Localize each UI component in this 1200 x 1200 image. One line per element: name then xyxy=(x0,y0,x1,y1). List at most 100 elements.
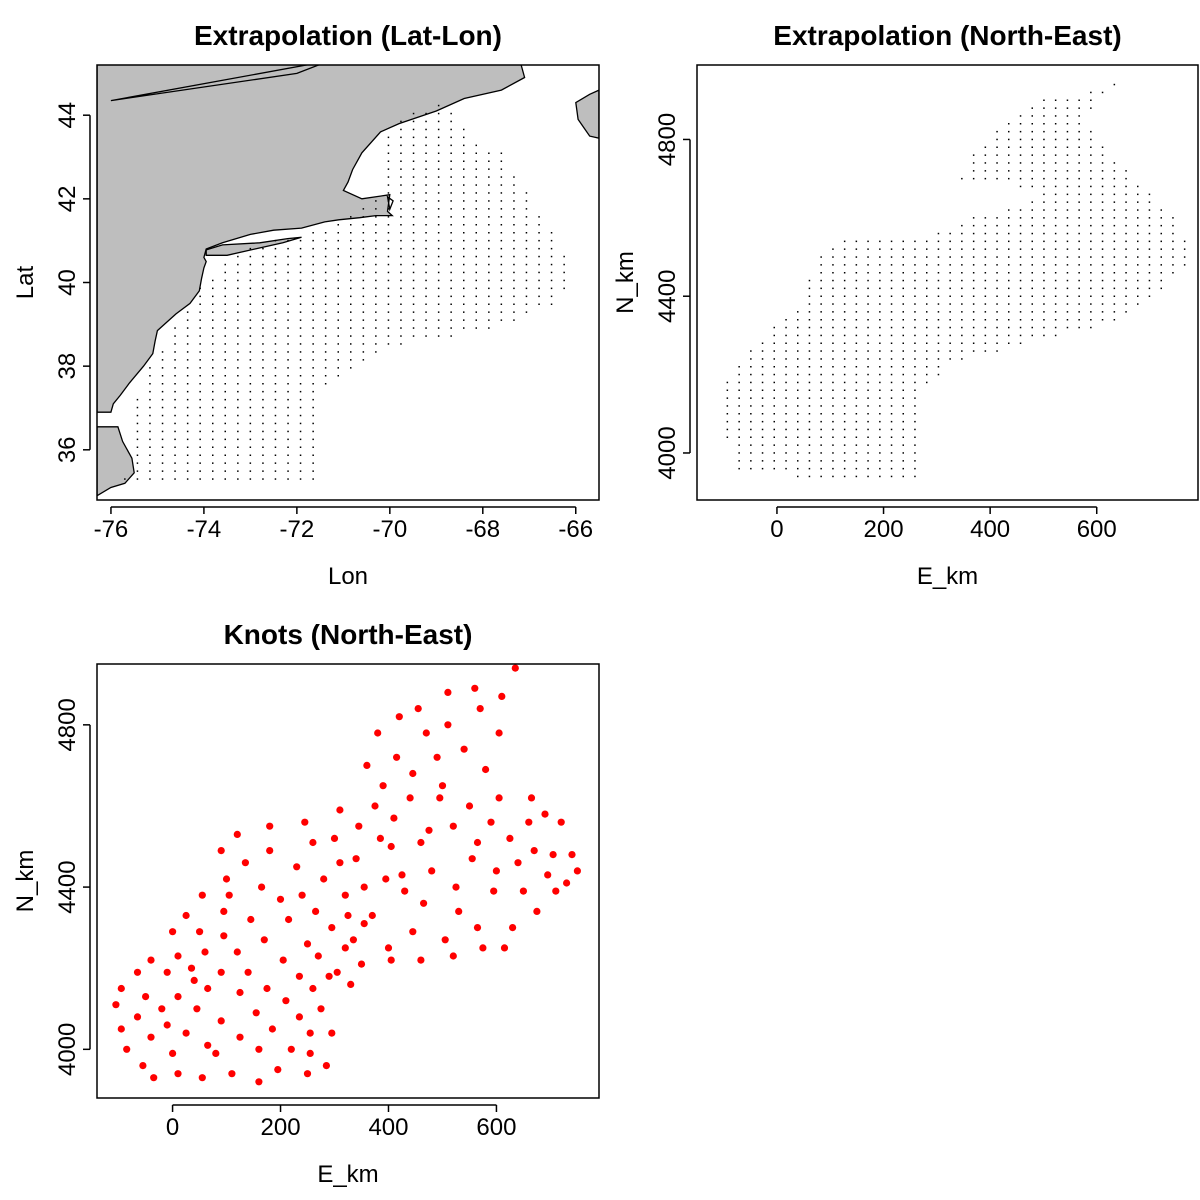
data-point xyxy=(1101,240,1104,243)
data-point xyxy=(832,460,834,462)
data-point xyxy=(375,303,377,305)
data-point xyxy=(573,867,582,875)
data-point xyxy=(212,343,214,345)
data-point xyxy=(498,692,506,701)
data-point xyxy=(1066,209,1069,211)
data-point xyxy=(1148,295,1151,297)
data-point xyxy=(337,351,339,353)
data-point xyxy=(412,279,415,282)
data-point xyxy=(902,287,904,290)
data-point xyxy=(832,452,834,454)
data-point xyxy=(249,359,252,361)
data-point xyxy=(1137,295,1139,297)
data-point xyxy=(867,295,869,297)
data-point xyxy=(538,287,540,290)
data-point xyxy=(437,311,440,313)
data-point xyxy=(832,373,834,376)
data-point xyxy=(262,470,264,472)
data-point xyxy=(785,444,787,446)
data-point xyxy=(961,177,963,180)
data-point xyxy=(843,413,846,415)
x-tick-label: 400 xyxy=(368,1114,408,1141)
data-point xyxy=(299,239,302,242)
data-point xyxy=(479,944,487,952)
data-point xyxy=(262,311,264,313)
data-point xyxy=(1101,264,1104,266)
data-point xyxy=(1101,217,1104,219)
data-point xyxy=(832,389,834,391)
data-point xyxy=(750,460,752,462)
data-point xyxy=(450,303,452,305)
data-point xyxy=(328,1029,336,1037)
data-point xyxy=(761,342,764,344)
data-point xyxy=(726,389,729,391)
data-point xyxy=(1101,295,1104,297)
data-point xyxy=(1043,138,1045,141)
data-point xyxy=(149,478,151,480)
data-point xyxy=(249,383,252,385)
data-point xyxy=(1090,107,1092,109)
data-point xyxy=(412,263,415,266)
data-point xyxy=(400,327,402,329)
data-point xyxy=(1066,326,1069,329)
data-point xyxy=(1066,256,1069,258)
data-point xyxy=(914,272,916,274)
data-point xyxy=(199,454,201,456)
data-point xyxy=(926,279,928,282)
data-point xyxy=(400,192,402,194)
data-point xyxy=(538,224,540,226)
data-point xyxy=(465,802,474,810)
data-point xyxy=(400,239,402,242)
data-point xyxy=(362,208,365,210)
data-point xyxy=(843,436,846,438)
data-point xyxy=(224,271,226,274)
data-point xyxy=(237,478,239,480)
data-point xyxy=(902,358,904,360)
data-point xyxy=(726,436,729,438)
data-point xyxy=(136,446,139,448)
data-point xyxy=(855,272,858,274)
data-point xyxy=(1078,326,1080,329)
data-point xyxy=(212,367,214,369)
data-point xyxy=(400,303,402,305)
data-point xyxy=(914,397,916,399)
data-point xyxy=(199,351,201,353)
data-point xyxy=(808,475,811,478)
data-point xyxy=(902,475,904,478)
data-point xyxy=(228,1070,236,1078)
data-point xyxy=(299,359,302,361)
data-point xyxy=(832,256,834,258)
data-point xyxy=(761,389,764,391)
data-point xyxy=(437,120,440,123)
data-point xyxy=(820,467,822,470)
data-point xyxy=(949,287,951,290)
data-point xyxy=(186,454,189,456)
data-point xyxy=(1078,99,1080,101)
data-point xyxy=(262,446,264,448)
data-point xyxy=(400,232,402,234)
data-point xyxy=(312,430,314,433)
data-point xyxy=(174,406,176,409)
data-point xyxy=(199,287,201,290)
data-point xyxy=(1090,248,1092,250)
data-point xyxy=(1125,177,1127,180)
data-point xyxy=(750,436,752,438)
data-point xyxy=(199,446,201,448)
data-point xyxy=(1043,185,1045,188)
data-point xyxy=(249,311,252,313)
data-point xyxy=(136,454,139,456)
data-point xyxy=(832,311,834,313)
data-point xyxy=(563,879,571,887)
data-point xyxy=(249,303,252,305)
data-point xyxy=(902,397,904,399)
data-point xyxy=(412,136,415,139)
data-point xyxy=(224,478,226,480)
data-point xyxy=(1078,123,1080,125)
data-point xyxy=(224,287,226,290)
data-point xyxy=(224,279,226,282)
data-point xyxy=(1008,217,1010,219)
data-point xyxy=(867,381,869,384)
data-point xyxy=(832,248,834,250)
data-point xyxy=(890,326,893,329)
data-point xyxy=(1101,279,1104,282)
